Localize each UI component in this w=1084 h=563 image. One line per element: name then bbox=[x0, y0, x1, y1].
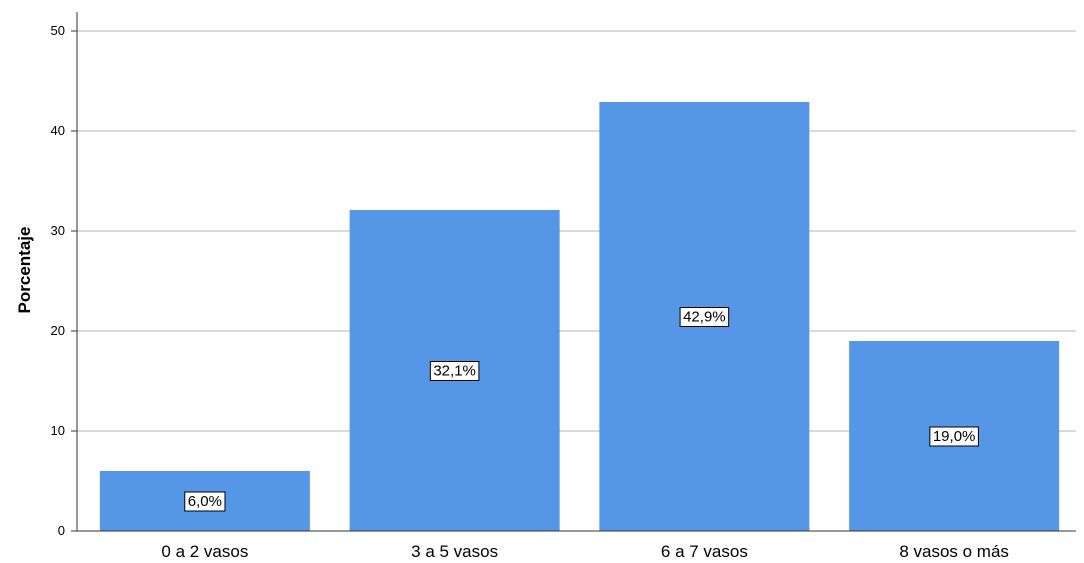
y-tick-labels: 0 10 20 30 40 50 bbox=[51, 23, 77, 538]
data-label: 19,0% bbox=[929, 426, 979, 447]
data-label: 32,1% bbox=[429, 361, 480, 381]
y-tick-label: 10 bbox=[51, 423, 65, 438]
data-labels: 6,0% 32,1% 42,9% 19,0% bbox=[184, 307, 979, 512]
data-label: 6,0% bbox=[184, 491, 226, 512]
y-tick-label: 30 bbox=[51, 223, 65, 238]
data-label: 42,9% bbox=[679, 307, 730, 327]
data-label-box bbox=[184, 491, 226, 512]
data-label-text: 6,0% bbox=[188, 493, 222, 510]
y-tick-label: 20 bbox=[51, 323, 65, 338]
x-tick-label: 0 a 2 vasos bbox=[161, 542, 248, 561]
y-tick-label: 0 bbox=[58, 523, 65, 538]
x-tick-labels: 0 a 2 vasos 3 a 5 vasos 6 a 7 vasos 8 vasos… bbox=[161, 542, 1009, 561]
bars bbox=[99, 102, 1060, 531]
axes bbox=[76, 12, 1076, 532]
x-tick-label: 3 a 5 vasos bbox=[411, 542, 498, 561]
x-tick-label: 6 a 7 vasos bbox=[661, 542, 748, 561]
data-label-box bbox=[429, 361, 480, 381]
y-tick-label: 40 bbox=[51, 123, 65, 138]
data-label-box bbox=[679, 307, 730, 327]
data-label-box bbox=[929, 426, 979, 447]
y-axis-title: Porcentaje bbox=[15, 227, 34, 314]
y-tick-label: 50 bbox=[51, 23, 65, 38]
x-tick-label: 8 vasos o más bbox=[899, 542, 1009, 561]
data-label-text: 42,9% bbox=[683, 309, 726, 326]
data-label-text: 32,1% bbox=[433, 363, 476, 380]
data-label-text: 19,0% bbox=[933, 428, 976, 445]
